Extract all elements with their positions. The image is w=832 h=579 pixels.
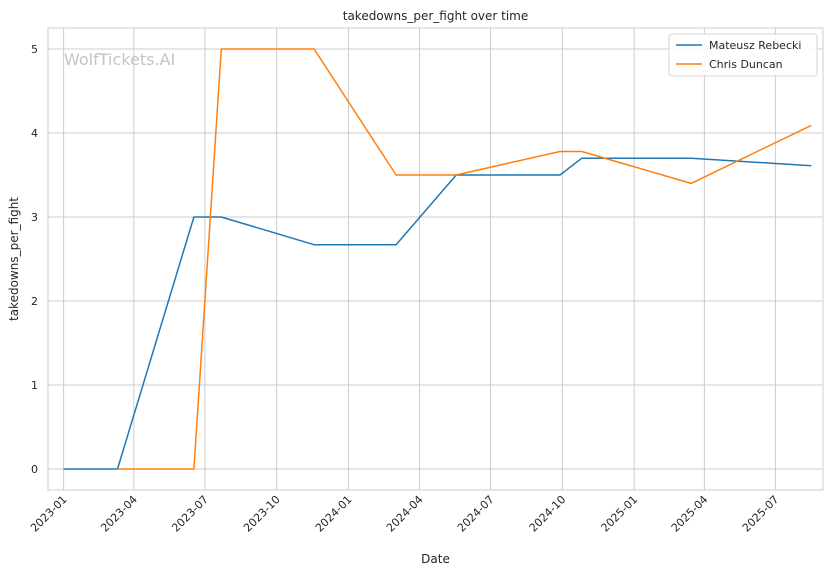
data-point-chris-duncan [455,174,457,176]
series-layer [63,48,812,470]
grid [48,28,823,490]
data-point-mateusz-rebecki [581,157,583,159]
watermark-text: WolfTickets.AI [64,50,175,69]
data-point-chris-duncan [117,468,119,470]
data-point-mateusz-rebecki [193,216,195,218]
series-line-mateusz-rebecki [63,157,812,470]
x-axis-label: Date [421,552,450,566]
y-tick-label: 1 [31,379,38,392]
y-tick-label: 4 [31,127,38,140]
data-point-mateusz-rebecki [220,216,222,218]
y-tick-label: 5 [31,43,38,56]
data-point-chris-duncan [193,468,195,470]
data-point-mateusz-rebecki [313,244,315,246]
data-point-chris-duncan [810,125,812,127]
data-point-chris-duncan [220,48,222,50]
data-point-chris-duncan [559,151,561,153]
y-tick-label: 2 [31,295,38,308]
y-tick-label: 0 [31,463,38,476]
legend-label-chris-duncan: Chris Duncan [709,58,783,71]
data-point-chris-duncan [690,183,692,185]
data-point-chris-duncan [395,174,397,176]
legend-box [668,33,818,77]
y-tick-label: 3 [31,211,38,224]
data-point-chris-duncan [313,48,315,50]
data-point-mateusz-rebecki [559,174,561,176]
series-line-chris-duncan [117,48,812,470]
data-point-chris-duncan [581,151,583,153]
data-point-mateusz-rebecki [810,165,812,167]
chart-title: takedowns_per_fight over time [343,9,529,23]
data-point-mateusz-rebecki [395,244,397,246]
legend-label-mateusz-rebecki: Mateusz Rebecki [709,39,801,52]
legend: Mateusz Rebecki Chris Duncan [668,33,818,77]
y-axis-label: takedowns_per_fight [7,197,21,321]
plot-frame [47,27,824,491]
data-point-mateusz-rebecki [63,468,65,470]
data-point-mateusz-rebecki [690,157,692,159]
